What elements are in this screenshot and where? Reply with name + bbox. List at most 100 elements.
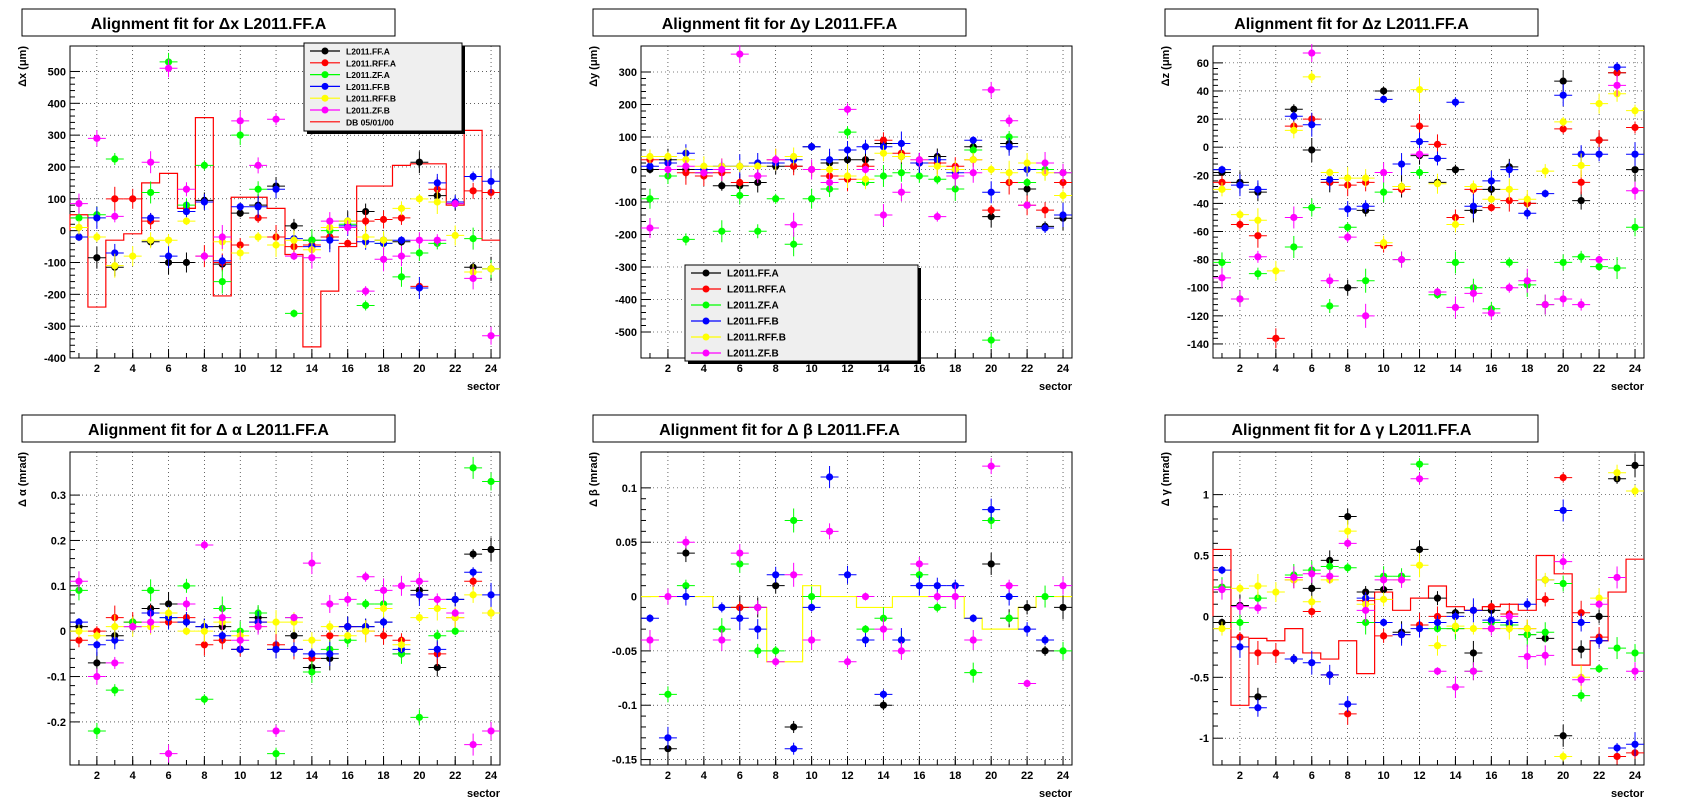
data-point xyxy=(487,545,495,554)
data-point xyxy=(272,645,280,653)
data-point xyxy=(1595,136,1603,144)
data-point xyxy=(1254,232,1262,240)
data-point xyxy=(1487,309,1495,317)
data-point xyxy=(682,156,690,164)
chart-panel-2: Alignment fit for Δy L2011.FF.A2 4 6 8 10 12 1… xyxy=(588,8,1073,393)
data-point xyxy=(682,538,690,546)
data-point xyxy=(1577,253,1585,261)
data-point xyxy=(487,609,495,617)
data-point xyxy=(861,165,870,174)
legend-swatch-marker xyxy=(702,269,710,277)
data-point xyxy=(843,156,852,164)
data-points xyxy=(1213,453,1644,765)
data-point xyxy=(754,603,762,612)
data-point xyxy=(1577,161,1585,170)
data-point xyxy=(1577,645,1585,653)
y-tick-label: -100 xyxy=(44,257,66,269)
data-point xyxy=(1326,302,1334,310)
data-point xyxy=(861,636,870,644)
data-point xyxy=(1397,160,1406,168)
data-point xyxy=(825,156,834,164)
y-tick-label: 0.1 xyxy=(622,483,637,495)
data-point xyxy=(254,214,262,222)
legend-label: L2011.FF.A xyxy=(346,47,390,57)
data-point xyxy=(1236,584,1244,593)
data-point xyxy=(1272,588,1280,596)
data-point xyxy=(1577,300,1585,309)
data-point xyxy=(1613,744,1621,752)
data-point xyxy=(754,162,762,170)
data-point xyxy=(1218,178,1226,186)
x-axis-label: sector xyxy=(1039,788,1073,800)
data-point xyxy=(1415,624,1424,633)
data-point xyxy=(111,212,119,220)
data-point xyxy=(326,632,334,640)
data-point xyxy=(1631,649,1639,657)
x-tick-label: 18 xyxy=(1521,770,1533,782)
data-point xyxy=(1613,573,1621,582)
data-point xyxy=(1254,604,1262,612)
x-tick-label: 24 xyxy=(1629,363,1642,375)
data-point xyxy=(664,690,672,698)
legend-label: L2011.ZF.A xyxy=(727,301,779,312)
data-point xyxy=(1059,178,1067,187)
data-point xyxy=(1236,643,1244,651)
data-point xyxy=(1023,201,1031,209)
x-tick-label: 12 xyxy=(841,770,853,782)
data-point xyxy=(93,672,101,681)
data-point xyxy=(1541,651,1549,659)
series-L2011.FF.B xyxy=(641,465,1055,755)
data-point xyxy=(379,215,388,224)
data-point xyxy=(1559,473,1567,482)
data-point xyxy=(326,236,334,244)
legend-swatch-marker xyxy=(321,82,329,90)
data-point xyxy=(1631,461,1639,469)
data-point xyxy=(646,636,654,644)
data-point xyxy=(1505,196,1513,205)
data-point xyxy=(75,577,83,585)
data-point xyxy=(1541,167,1549,175)
grid xyxy=(641,452,1072,765)
data-point xyxy=(718,165,726,174)
data-point xyxy=(236,203,244,211)
x-tick-label: 10 xyxy=(1377,363,1389,375)
data-point xyxy=(879,172,888,180)
data-point xyxy=(951,185,959,193)
data-point xyxy=(1595,100,1603,108)
data-point xyxy=(326,623,334,631)
data-point xyxy=(1433,594,1442,602)
x-axis-label: sector xyxy=(467,381,501,393)
x-tick-label: 20 xyxy=(1557,770,1569,782)
data-point xyxy=(326,600,334,608)
data-point xyxy=(1005,133,1013,141)
data-point xyxy=(1469,606,1477,614)
data-point xyxy=(164,750,173,758)
y-tick-label: 40 xyxy=(1197,86,1209,98)
data-point xyxy=(164,609,173,617)
series-L2011.RFF.B xyxy=(1213,464,1644,762)
data-point xyxy=(182,185,191,193)
data-point xyxy=(1344,527,1352,535)
data-point xyxy=(254,233,262,241)
data-point xyxy=(362,233,370,241)
data-point xyxy=(1308,73,1316,81)
data-point xyxy=(1541,576,1549,584)
y-tick-label: 0 xyxy=(631,165,637,177)
x-tick-label: 8 xyxy=(201,363,207,375)
data-point xyxy=(308,236,316,244)
x-tick-label: 14 xyxy=(306,770,319,782)
plot-frame xyxy=(1212,451,1645,766)
data-point xyxy=(843,105,852,113)
data-point xyxy=(1344,512,1352,521)
data-point xyxy=(290,309,298,318)
data-point xyxy=(308,254,316,262)
data-point xyxy=(1308,598,1316,606)
data-point xyxy=(825,527,834,535)
x-tick-label: 10 xyxy=(1377,770,1389,782)
y-tick-label: 0 xyxy=(1203,142,1209,154)
data-point xyxy=(218,613,226,622)
data-point xyxy=(1559,91,1567,99)
data-point xyxy=(1595,612,1603,621)
data-point xyxy=(987,462,995,470)
legend-swatch-marker xyxy=(321,106,329,114)
